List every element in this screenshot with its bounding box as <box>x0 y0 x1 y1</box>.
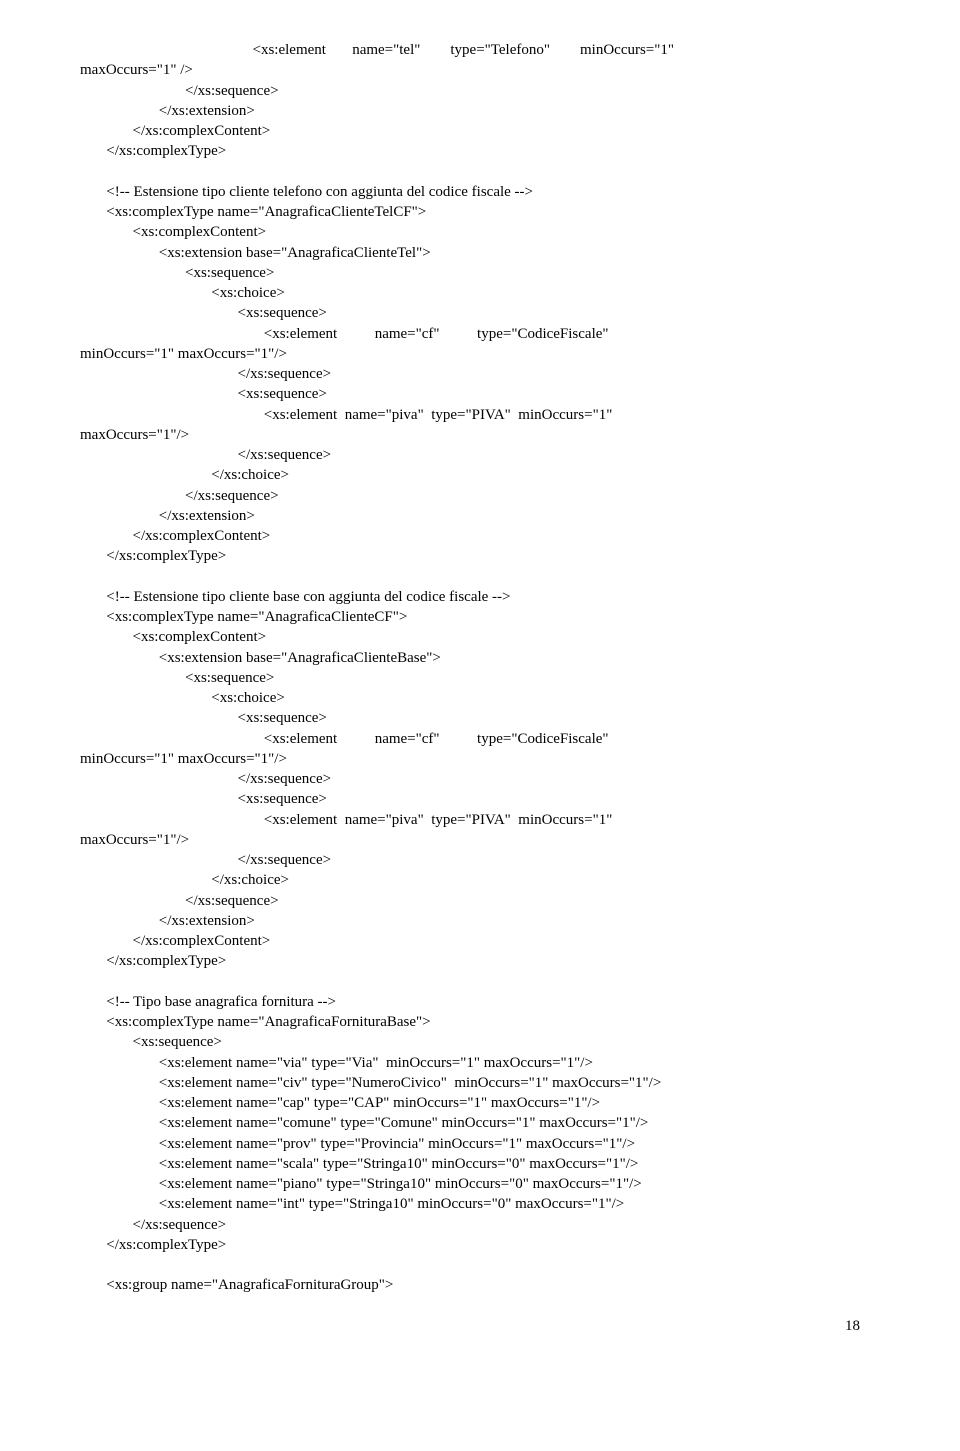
code-line: <xs:element name="prov" type="Provincia"… <box>80 1134 900 1154</box>
code-line: </xs:complexContent> <box>80 931 900 951</box>
code-line: <xs:complexType name="AnagraficaFornitur… <box>80 1012 900 1032</box>
code-line: <xs:extension base="AnagraficaClienteBas… <box>80 648 900 668</box>
code-line: <xs:element name="scala" type="Stringa10… <box>80 1154 900 1174</box>
code-line: <xs:complexType name="AnagraficaClienteT… <box>80 202 900 222</box>
code-line: <xs:sequence> <box>80 789 900 809</box>
code-line: <xs:complexContent> <box>80 627 900 647</box>
code-line: </xs:sequence> <box>80 891 900 911</box>
code-line: maxOccurs="1"/> <box>80 830 900 850</box>
code-line: <xs:element name="piva" type="PIVA" minO… <box>80 405 900 425</box>
code-line: <!-- Tipo base anagrafica fornitura --> <box>80 992 900 1012</box>
code-line: <xs:group name="AnagraficaFornituraGroup… <box>80 1275 900 1295</box>
code-line: </xs:extension> <box>80 506 900 526</box>
code-line: minOccurs="1" maxOccurs="1"/> <box>80 749 900 769</box>
code-line: </xs:sequence> <box>80 769 900 789</box>
document-content: <xs:element name="tel" type="Telefono" m… <box>80 40 900 1296</box>
code-line: <xs:choice> <box>80 283 900 303</box>
code-line: </xs:complexContent> <box>80 526 900 546</box>
code-line: <!-- Estensione tipo cliente base con ag… <box>80 587 900 607</box>
code-line: </xs:sequence> <box>80 850 900 870</box>
code-line: <xs:sequence> <box>80 708 900 728</box>
code-line <box>80 162 900 182</box>
code-line: </xs:sequence> <box>80 486 900 506</box>
code-line: maxOccurs="1"/> <box>80 425 900 445</box>
code-line: </xs:extension> <box>80 101 900 121</box>
code-line: </xs:complexType> <box>80 1235 900 1255</box>
code-line: <xs:sequence> <box>80 668 900 688</box>
code-line: <xs:sequence> <box>80 1032 900 1052</box>
code-line: <xs:element name="piva" type="PIVA" minO… <box>80 810 900 830</box>
code-line: </xs:sequence> <box>80 81 900 101</box>
code-line: <!-- Estensione tipo cliente telefono co… <box>80 182 900 202</box>
code-line: <xs:element name="cf" type="CodiceFiscal… <box>80 729 900 749</box>
code-line: <xs:sequence> <box>80 384 900 404</box>
code-line: </xs:choice> <box>80 465 900 485</box>
code-line: <xs:sequence> <box>80 303 900 323</box>
code-line: <xs:element name="tel" type="Telefono" m… <box>80 40 900 60</box>
code-line: </xs:sequence> <box>80 445 900 465</box>
code-line: </xs:complexType> <box>80 546 900 566</box>
code-line: <xs:element name="cf" type="CodiceFiscal… <box>80 324 900 344</box>
code-line <box>80 972 900 992</box>
code-line: maxOccurs="1" /> <box>80 60 900 80</box>
code-line: <xs:element name="comune" type="Comune" … <box>80 1113 900 1133</box>
code-line: <xs:element name="piano" type="Stringa10… <box>80 1174 900 1194</box>
code-line: <xs:element name="cap" type="CAP" minOcc… <box>80 1093 900 1113</box>
page-number: 18 <box>80 1316 900 1336</box>
code-line: <xs:element name="int" type="Stringa10" … <box>80 1194 900 1214</box>
code-line: <xs:choice> <box>80 688 900 708</box>
code-line: </xs:choice> <box>80 870 900 890</box>
code-line: <xs:sequence> <box>80 263 900 283</box>
code-line: </xs:sequence> <box>80 1215 900 1235</box>
code-line: </xs:complexType> <box>80 141 900 161</box>
code-line: </xs:complexType> <box>80 951 900 971</box>
code-line <box>80 1255 900 1275</box>
code-line: </xs:sequence> <box>80 364 900 384</box>
code-line: <xs:complexType name="AnagraficaClienteC… <box>80 607 900 627</box>
code-line: <xs:element name="via" type="Via" minOcc… <box>80 1053 900 1073</box>
code-line: <xs:complexContent> <box>80 222 900 242</box>
code-line: <xs:extension base="AnagraficaClienteTel… <box>80 243 900 263</box>
code-line <box>80 567 900 587</box>
code-line: </xs:extension> <box>80 911 900 931</box>
code-line: minOccurs="1" maxOccurs="1"/> <box>80 344 900 364</box>
code-line: <xs:element name="civ" type="NumeroCivic… <box>80 1073 900 1093</box>
code-line: </xs:complexContent> <box>80 121 900 141</box>
